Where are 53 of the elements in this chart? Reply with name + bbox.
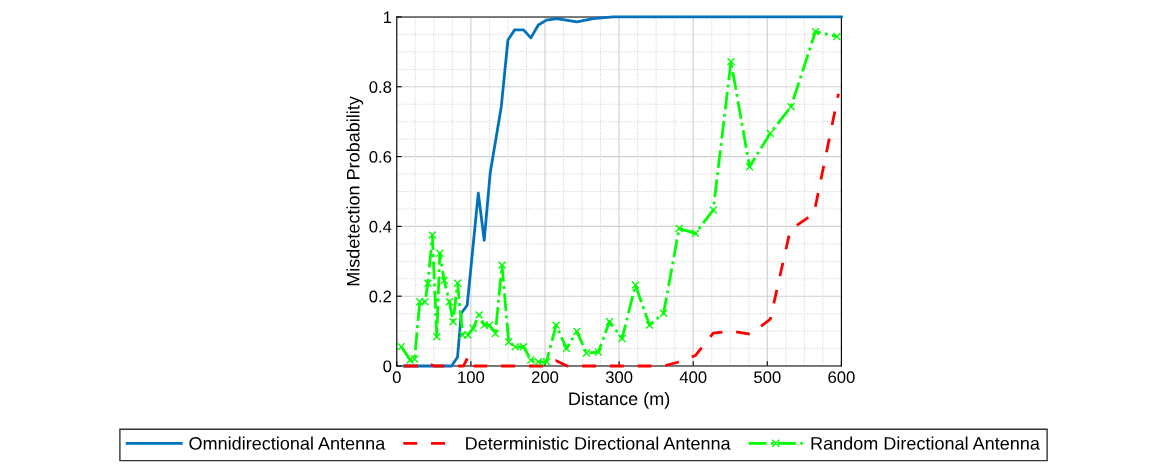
x-tick-label: 200 [531, 371, 559, 384]
point [448, 317, 458, 326]
point [435, 249, 444, 258]
point [497, 260, 507, 270]
x-tick-label: 100 [458, 371, 485, 384]
x-tick-label: 0 [392, 371, 401, 384]
point [468, 324, 478, 333]
point [504, 337, 513, 347]
point [811, 27, 820, 36]
y-tick-label: 1 [383, 11, 392, 23]
point [605, 317, 614, 326]
point [709, 205, 718, 215]
x-axis-title: Distance (m) [569, 391, 670, 409]
point [405, 355, 415, 365]
point [674, 224, 684, 233]
point [617, 334, 627, 343]
legend-label: Omnidirectional Antenna [189, 436, 386, 450]
point [423, 279, 433, 288]
y-tick-label: 0.6 [369, 150, 392, 163]
point [562, 344, 571, 353]
point [726, 57, 736, 66]
y-tick-label: 0.8 [369, 81, 392, 93]
legend-label: Deterministic Directional Antenna [466, 436, 731, 450]
x-tick-label: 400 [679, 371, 707, 384]
x-tick-label: 500 [754, 371, 781, 384]
point [745, 162, 754, 171]
x-tick-label: 300 [605, 371, 633, 384]
point [832, 32, 842, 41]
point [594, 347, 603, 357]
point [582, 348, 591, 358]
point [474, 310, 484, 320]
y-tick-label: 0 [383, 360, 392, 373]
point [551, 320, 561, 330]
point [631, 280, 640, 290]
point [440, 276, 449, 285]
x-tick-label: 600 [828, 371, 855, 384]
point [691, 229, 700, 238]
y-axis-title: Misdetection Probability [346, 96, 364, 286]
legend-label: Random Directional Antenna [811, 436, 1040, 450]
point [572, 327, 582, 336]
point [397, 342, 406, 351]
point [766, 129, 775, 138]
point [445, 297, 454, 306]
point [645, 320, 654, 330]
point [432, 332, 441, 341]
point [453, 279, 462, 288]
y-tick-label: 0.4 [369, 220, 392, 233]
point [659, 309, 668, 318]
point [491, 329, 500, 338]
y-tick-label: 0.2 [369, 290, 392, 303]
point [786, 102, 796, 111]
line-series [402, 92, 840, 368]
point [428, 230, 437, 240]
